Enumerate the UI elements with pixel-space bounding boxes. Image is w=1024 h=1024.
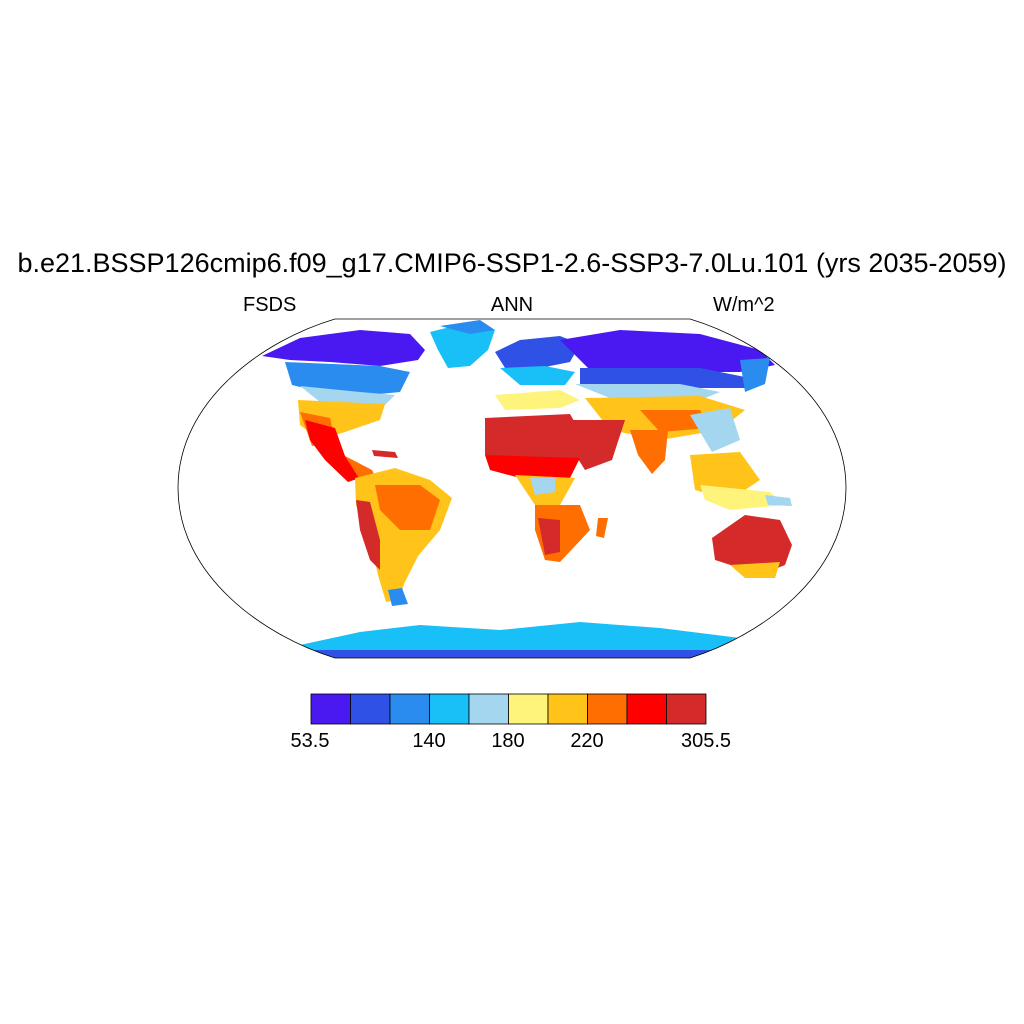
colorbar-box-1 <box>350 693 391 725</box>
amazon <box>375 485 440 530</box>
asia-north <box>560 330 775 372</box>
sahara <box>485 414 585 462</box>
colorbar-box-2 <box>389 693 430 725</box>
andes-coast <box>356 500 380 570</box>
madagascar <box>596 518 608 538</box>
colorbar-box-6 <box>547 693 588 725</box>
colorbar-box-4 <box>468 693 509 725</box>
colorbar-label-140: 140 <box>412 730 446 752</box>
europe-north <box>495 336 580 368</box>
colorbar-label-max: 305.5 <box>680 730 732 752</box>
colorbar-box-9 <box>666 693 707 725</box>
kamchatka <box>740 358 770 392</box>
europe-mid <box>500 366 575 385</box>
north-america-mid <box>285 362 410 395</box>
mexico <box>305 420 360 482</box>
colorbar <box>310 693 707 725</box>
asia-band-light <box>575 384 720 400</box>
indonesia <box>700 485 785 510</box>
new-guinea <box>765 495 792 506</box>
plot-title: b.e21.BSSP126cmip6.f09_g17.CMIP6-SSP1-2.… <box>17 248 1007 278</box>
season-label: ANN <box>490 294 534 316</box>
patagonia <box>388 588 408 606</box>
asia-mid <box>580 368 750 388</box>
australia <box>712 515 792 575</box>
sahel <box>485 455 580 478</box>
colorbar-box-8 <box>626 693 667 725</box>
colorbar-box-0 <box>310 693 351 725</box>
colorbar-label-180: 180 <box>491 730 525 752</box>
colorbar-box-3 <box>429 693 470 725</box>
greenland-north <box>440 320 495 334</box>
colorbar-box-7 <box>587 693 628 725</box>
antarctica-inner <box>300 650 740 658</box>
india <box>630 430 668 474</box>
map-boundary <box>177 318 847 659</box>
greenland <box>430 322 495 368</box>
caribbean <box>372 450 398 458</box>
colorbar-box-5 <box>508 693 549 725</box>
australia-south <box>730 562 780 578</box>
namibia <box>538 518 560 555</box>
units-label: W/m^2 <box>713 294 775 316</box>
north-america-band <box>300 386 395 405</box>
east-asia <box>690 408 740 452</box>
north-america-north <box>262 330 425 366</box>
congo-band <box>530 478 555 495</box>
colorbar-label-220: 220 <box>570 730 604 752</box>
land-fields <box>262 320 792 658</box>
variable-name: FSDS <box>243 294 297 316</box>
colorbar-label-min: 53.5 <box>290 730 330 752</box>
europe-south <box>495 390 580 410</box>
